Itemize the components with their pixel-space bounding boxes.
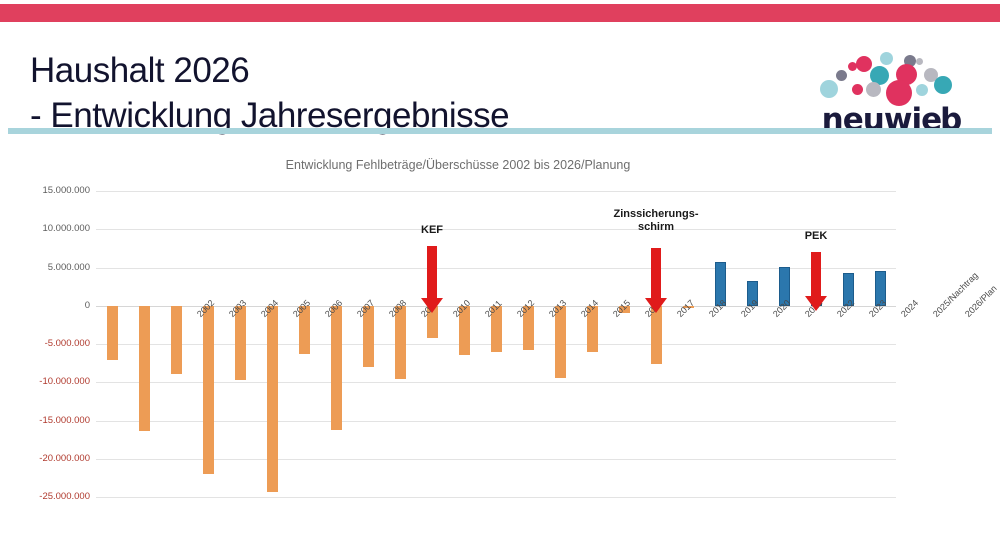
chart-bar: [106, 305, 118, 361]
gridline: [96, 382, 896, 384]
chart-bar: [490, 305, 502, 353]
y-axis-tick-label: -25.000.000: [39, 491, 90, 502]
annotation-label: Zinssicherungs- schirm: [613, 208, 699, 233]
chart-container: Entwicklung Fehlbeträge/Überschüsse 2002…: [8, 150, 999, 540]
y-axis-tick-label: 0: [84, 299, 90, 311]
y-axis-tick-label: -20.000.000: [39, 452, 90, 464]
chart-annotation: Zinssicherungs- schirm: [586, 208, 726, 234]
gridline: [96, 267, 896, 269]
chart-bar: [426, 305, 438, 338]
chart-bar: [618, 305, 630, 314]
chart-bar: [650, 305, 662, 364]
page-title-line-1: Haushalt 2026: [30, 51, 250, 90]
chart-bar: [394, 305, 406, 380]
chart-bar: [522, 305, 534, 351]
annotation-arrow-icon: [421, 246, 443, 313]
x-axis-tick-label: 2024: [899, 297, 921, 319]
chart-bar: [138, 305, 150, 432]
chart-bar: [362, 305, 374, 367]
annotation-label: PEK: [804, 230, 828, 242]
chart-bar: [554, 305, 566, 379]
gridline: [96, 458, 896, 460]
chart-bar: [266, 305, 278, 493]
chart-bar: [458, 305, 470, 355]
gridline: [96, 420, 896, 422]
chart-bar: [682, 305, 694, 308]
chart-title: Entwicklung Fehlbeträge/Überschüsse 2002…: [285, 158, 631, 172]
y-axis: 15.000.000 10.000.000 5.000.000 0 -5.000.000…: [8, 186, 90, 501]
chart-bar: [778, 266, 790, 306]
chart-bar: [714, 262, 726, 306]
chart-bar: [746, 281, 758, 306]
top-accent-band: [0, 4, 1000, 22]
chart-bar: [202, 305, 214, 475]
chart-annotation: KEF: [362, 224, 502, 237]
chart-bar: [298, 305, 310, 354]
chart-bar: [586, 305, 598, 353]
gridline: [96, 229, 896, 231]
chart-bars: [96, 191, 896, 497]
header-divider: [8, 128, 992, 134]
annotation-arrow-icon: [805, 252, 827, 311]
slide-header: Haushalt 2026 - Entwicklung Jahresergebn…: [0, 22, 1000, 138]
chart-bar: [330, 305, 342, 430]
y-axis-tick-label: -15.000.000: [39, 414, 90, 426]
y-axis-tick-label: 10.000.000: [42, 223, 90, 235]
annotation-label: KEF: [421, 224, 443, 236]
chart-bar: [170, 305, 182, 374]
gridline: [96, 191, 896, 192]
chart-annotation: PEK: [746, 230, 886, 243]
chart-bar: [842, 272, 854, 306]
y-axis-tick-label: -10.000.000: [39, 376, 90, 388]
y-axis-tick-label: 5.000.000: [47, 261, 90, 273]
annotation-arrow-icon: [645, 248, 667, 313]
page-title: Haushalt 2026 - Entwicklung Jahresergebn…: [30, 48, 510, 138]
y-axis-tick-label: 15.000.000: [42, 185, 90, 196]
gridline: [96, 497, 896, 498]
chart-bar: [874, 271, 886, 306]
logo-dots-icon: [812, 50, 972, 106]
y-axis-tick-label: -5.000.000: [44, 338, 90, 349]
chart-bar: [234, 305, 246, 380]
